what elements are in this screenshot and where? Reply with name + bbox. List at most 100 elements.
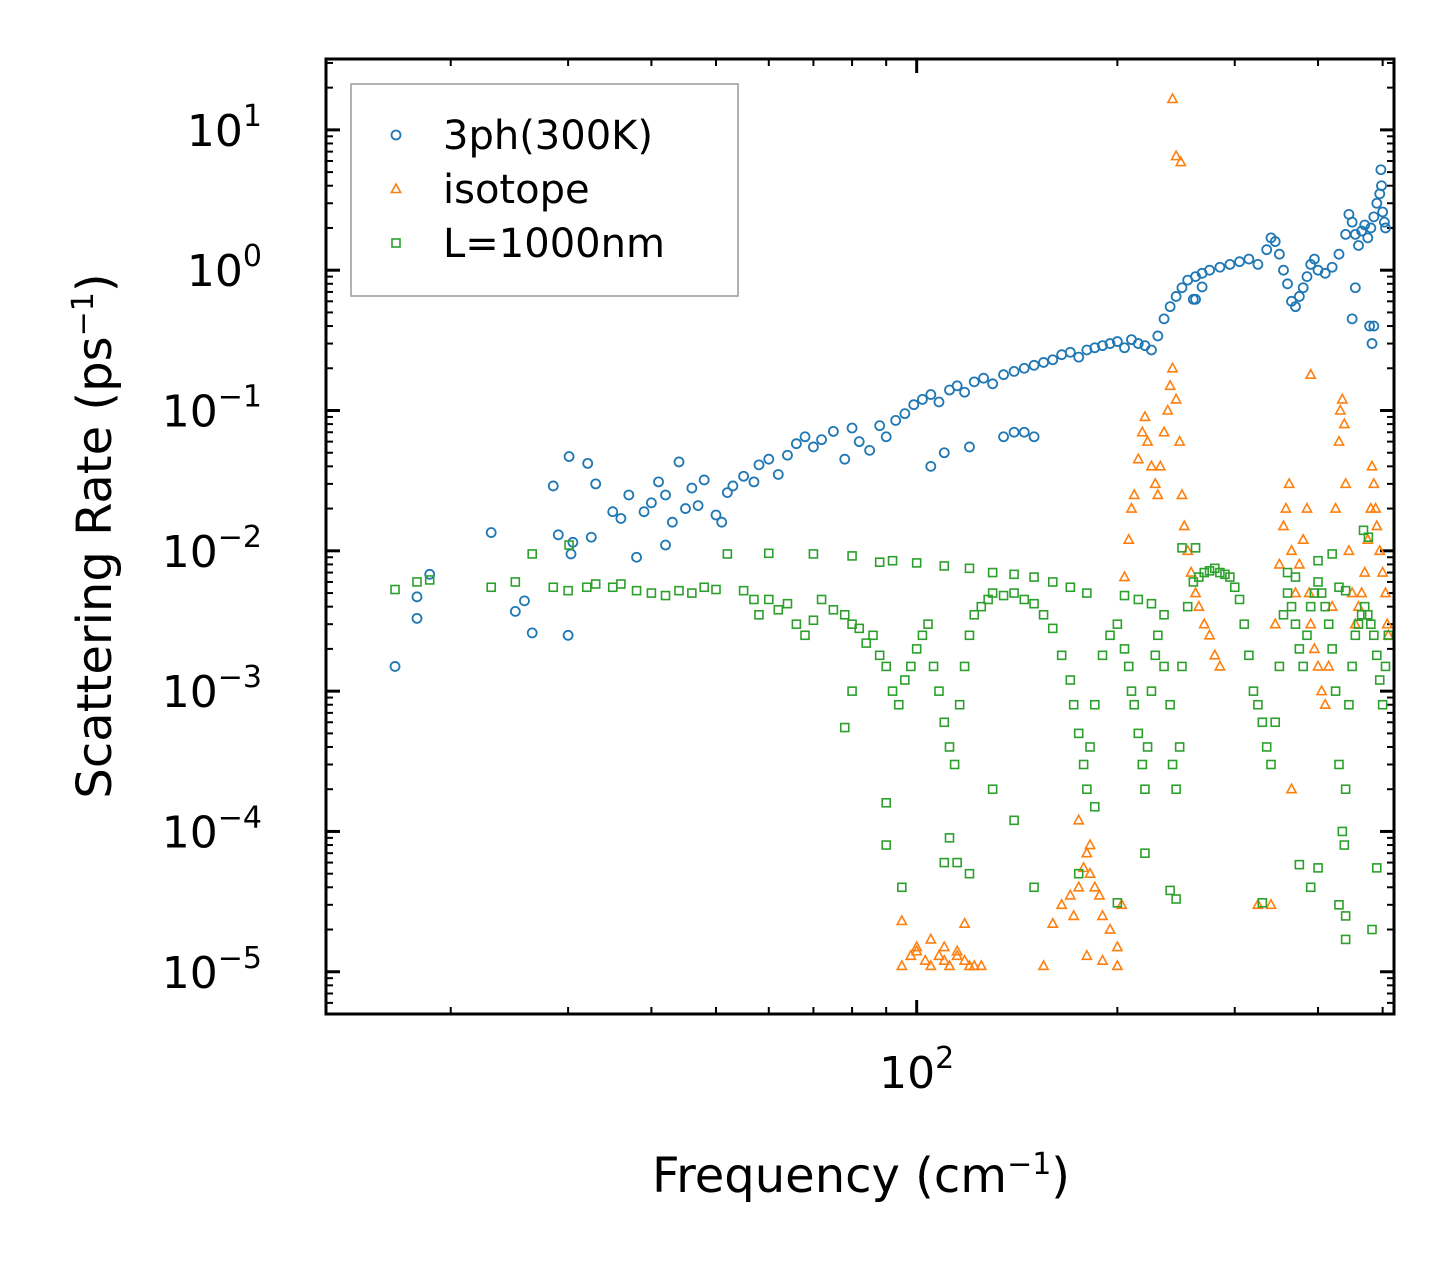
data-series	[389, 92, 1395, 971]
data-point	[954, 699, 965, 710]
data-point	[1371, 197, 1383, 209]
legend-marker	[390, 129, 402, 141]
data-point	[917, 630, 928, 641]
data-point	[749, 594, 759, 605]
data-point	[987, 567, 998, 578]
data-point	[1308, 642, 1321, 654]
data-point	[1368, 320, 1380, 332]
data-point	[1358, 525, 1369, 536]
data-point	[748, 476, 760, 488]
data-point	[1151, 488, 1164, 500]
data-point	[1290, 619, 1301, 629]
data-point	[585, 531, 597, 543]
data-point	[1064, 888, 1077, 900]
data-point	[1128, 488, 1141, 500]
data-point	[424, 575, 435, 585]
data-point	[925, 460, 937, 472]
data-point	[987, 784, 998, 795]
data-point	[1166, 92, 1179, 104]
data-point	[911, 644, 922, 654]
data-point	[944, 742, 955, 752]
data-point	[631, 551, 642, 563]
data-point	[1234, 256, 1245, 268]
tick-labels: 101 100 10−1 10−2 10−3 10−4 10−5 102	[162, 99, 954, 1099]
data-point	[959, 661, 970, 672]
data-point	[1244, 650, 1254, 661]
data-point	[943, 959, 956, 971]
data-point	[590, 579, 601, 589]
data-point	[964, 868, 975, 879]
data-point	[895, 959, 908, 971]
data-point	[1188, 577, 1199, 587]
data-point	[880, 431, 892, 443]
data-point	[1140, 784, 1150, 795]
data-point	[881, 840, 891, 850]
data-point	[1304, 368, 1317, 379]
data-point	[1171, 784, 1181, 795]
data-point	[1164, 379, 1177, 391]
data-point	[519, 595, 530, 607]
data-point	[1067, 909, 1080, 921]
data-point	[897, 882, 907, 893]
data-point	[411, 591, 423, 603]
data-point	[1019, 594, 1030, 605]
data-point	[1196, 281, 1208, 293]
data-point	[827, 425, 839, 437]
data-point	[1198, 617, 1211, 629]
data-point	[854, 623, 865, 634]
data-point	[1096, 909, 1109, 921]
data-point	[816, 434, 827, 446]
data-point	[1371, 863, 1382, 873]
data-point	[998, 590, 1009, 601]
data-point	[964, 563, 975, 574]
data-point	[552, 529, 564, 541]
data-point	[1065, 675, 1076, 685]
data-point	[1214, 261, 1226, 273]
data-point	[917, 393, 928, 405]
data-point	[1204, 264, 1215, 276]
data-point	[1047, 577, 1058, 587]
data-point	[839, 453, 851, 465]
data-point	[1072, 880, 1085, 892]
data-point	[653, 476, 664, 488]
data-point	[1149, 477, 1162, 489]
data-point	[1346, 216, 1358, 228]
data-point	[1327, 549, 1337, 559]
data-point	[1333, 434, 1345, 446]
data-point	[1253, 699, 1263, 710]
data-point	[615, 513, 627, 524]
data-point	[782, 598, 793, 609]
data-point	[1213, 659, 1226, 671]
data-point	[1133, 728, 1144, 739]
data-point	[1158, 313, 1170, 325]
data-point	[1084, 867, 1096, 878]
data-point	[1273, 248, 1285, 260]
data-point	[1136, 425, 1149, 437]
data-point	[906, 661, 916, 672]
data-point	[864, 444, 876, 456]
data-point	[563, 451, 575, 462]
data-point	[1376, 180, 1387, 192]
data-point	[1344, 699, 1354, 710]
data-point	[1112, 898, 1123, 908]
data-point	[959, 386, 971, 398]
data-point	[1122, 533, 1135, 545]
data-point	[1112, 619, 1123, 629]
data-point	[1008, 365, 1020, 377]
x-tick-label: 102	[879, 1041, 954, 1099]
data-point	[1261, 244, 1273, 256]
data-point	[1315, 684, 1328, 696]
data-point	[874, 557, 885, 567]
data-point	[1077, 861, 1090, 873]
data-point	[1350, 630, 1361, 641]
data-point	[1145, 459, 1158, 471]
data-point	[1269, 236, 1281, 247]
data-point	[526, 627, 538, 639]
data-point	[1189, 586, 1202, 598]
data-point	[763, 594, 774, 605]
data-point	[1139, 410, 1151, 422]
data-point	[666, 516, 678, 528]
data-point	[485, 527, 497, 538]
data-point	[1334, 403, 1347, 415]
data-point	[1277, 519, 1290, 531]
